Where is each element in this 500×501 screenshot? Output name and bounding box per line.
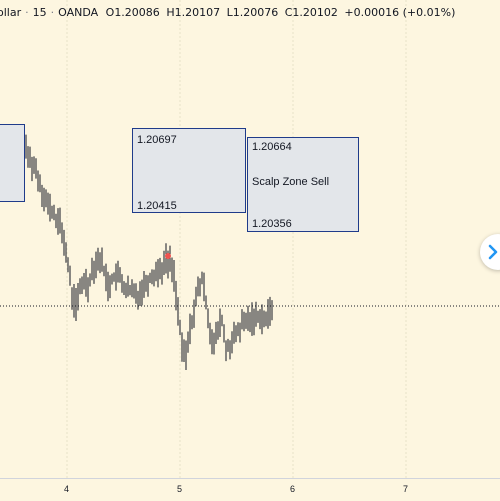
price-chart[interactable] (0, 0, 500, 478)
symbol-name[interactable]: ollar (0, 6, 22, 19)
low-label: L (226, 6, 233, 19)
close-label: C (284, 6, 293, 19)
zone-box-scalp-sell[interactable] (247, 137, 359, 232)
x-tick-6: 6 (290, 484, 296, 494)
chart-area[interactable]: 1.20697 1.20415 1.20664 Scalp Zone Sell … (0, 0, 500, 478)
broker-label: OANDA (58, 6, 99, 19)
symbol-header: ollar · 15 · OANDA O1.20086 H1.20107 L1.2007… (0, 6, 455, 22)
zone-left-top-price: 1.20697 (137, 134, 177, 146)
interval-label[interactable]: 15 (32, 6, 47, 19)
x-tick-4: 4 (64, 484, 70, 494)
low-value: 1.20076 (232, 6, 279, 19)
chevron-right-icon (488, 244, 498, 260)
high-label: H (166, 6, 175, 19)
zone-right-top-price: 1.20664 (252, 141, 292, 153)
zone-left-bottom-price: 1.20415 (137, 200, 177, 212)
zone-right-label: Scalp Zone Sell (252, 176, 330, 188)
grid-lines (66, 0, 407, 478)
zone-box-partial[interactable] (0, 124, 25, 202)
time-axis[interactable] (0, 478, 500, 501)
zone-right-bottom-price: 1.20356 (252, 218, 292, 230)
change-value: +0.00016 (+0.01%) (344, 6, 456, 19)
scroll-to-realtime-button[interactable] (480, 234, 500, 270)
high-value: 1.20107 (174, 6, 221, 19)
close-value: 1.20102 (292, 6, 338, 19)
open-label: O (105, 6, 115, 19)
x-tick-5: 5 (177, 484, 183, 494)
open-value: 1.20086 (114, 6, 160, 19)
signal-marker (165, 253, 171, 259)
x-tick-7: 7 (403, 484, 409, 494)
zone-box-left[interactable] (132, 128, 246, 213)
